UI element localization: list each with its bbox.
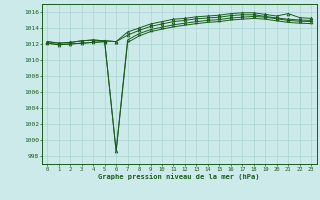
X-axis label: Graphe pression niveau de la mer (hPa): Graphe pression niveau de la mer (hPa) (99, 173, 260, 180)
